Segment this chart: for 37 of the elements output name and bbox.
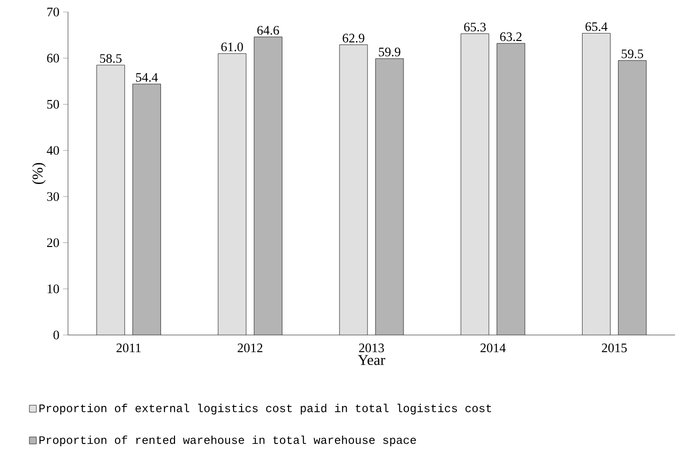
data-label: 65.3: [464, 22, 486, 32]
bar: [96, 65, 125, 335]
data-label: 65.4: [586, 22, 608, 32]
bar: [132, 84, 161, 335]
y-tick-label: 10: [48, 284, 59, 294]
x-tick-label: 2012: [238, 344, 262, 352]
data-label: 59.9: [378, 48, 400, 56]
data-label: 54.4: [136, 73, 158, 82]
bar: [376, 58, 404, 335]
data-label: 61.0: [221, 42, 243, 52]
legend-label: Proportion of rented warehouse in total warehouse space: [39, 436, 416, 446]
x-tick-label: 2014: [480, 344, 506, 352]
bar: [340, 44, 368, 335]
x-axis-title: Year: [358, 355, 386, 366]
data-label: 58.5: [100, 54, 122, 63]
bar: [618, 60, 647, 335]
y-tick-label: 50: [47, 100, 59, 109]
bar: [254, 36, 282, 335]
y-tick-label: 0: [54, 330, 59, 340]
bar: [582, 33, 611, 335]
x-tick-label: 2013: [359, 344, 384, 352]
legend-label: Proportion of external logistics cost paid in total logistics cost: [39, 404, 492, 414]
data-label: 63.2: [500, 32, 522, 42]
y-tick-label: 40: [46, 146, 59, 155]
data-label: 64.6: [257, 26, 280, 35]
x-tick-label: 2015: [602, 344, 627, 352]
data-label: 59.5: [622, 49, 644, 58]
y-tick-label: 30: [47, 192, 59, 201]
bar: [218, 54, 246, 335]
y-tick-label: 70: [47, 8, 59, 16]
y-tick-label: 20: [47, 238, 59, 248]
bar: [460, 34, 489, 335]
bar: [496, 43, 525, 335]
y-tick-label: 60: [47, 54, 59, 63]
y-axis-title: (%): [32, 162, 46, 184]
data-label: 62.9: [342, 34, 364, 43]
x-tick-label: 2011: [116, 344, 141, 352]
